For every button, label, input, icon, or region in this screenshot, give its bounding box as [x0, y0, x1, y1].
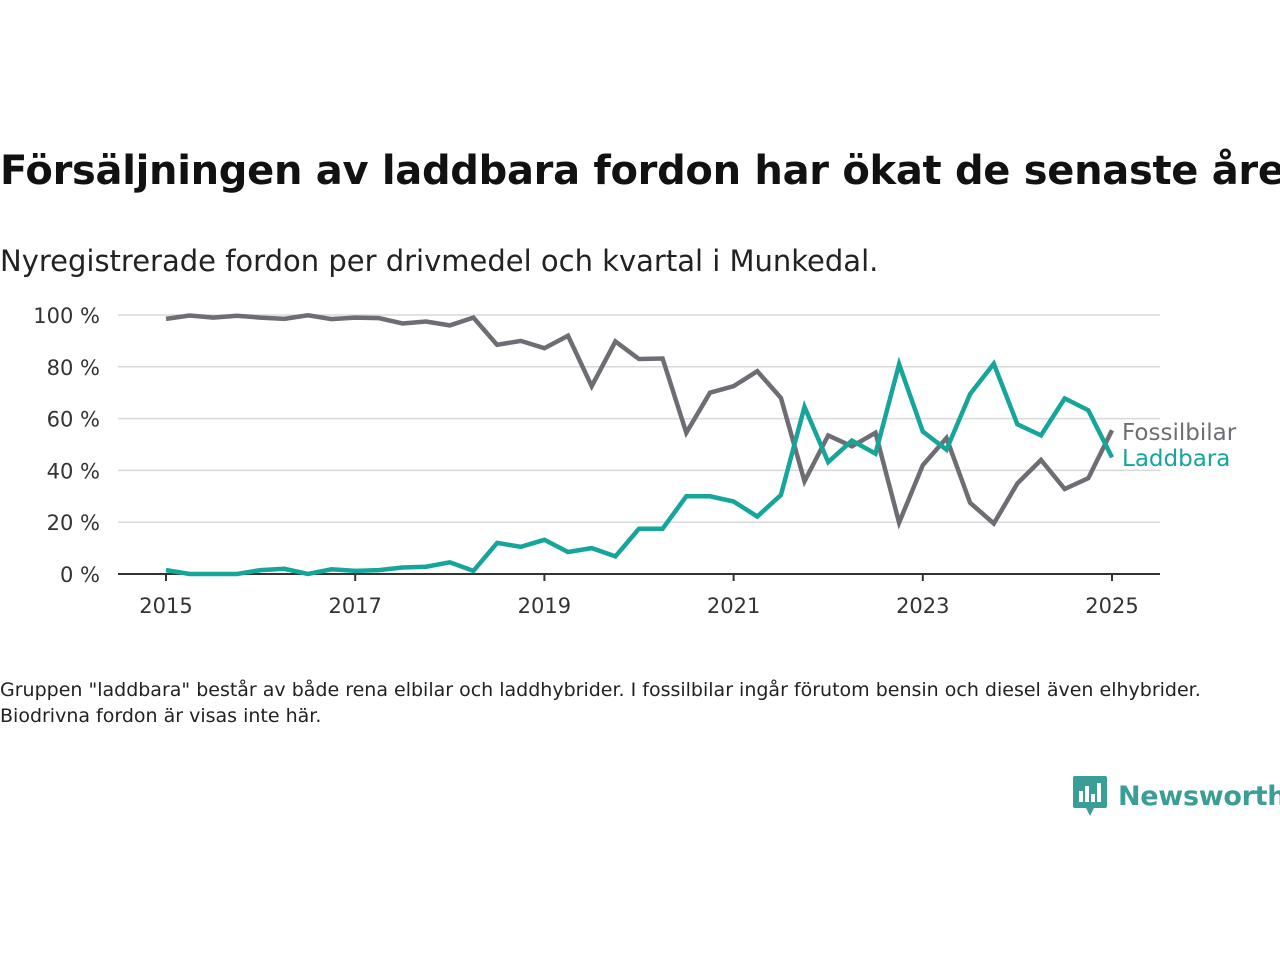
- legend-label-laddbara: Laddbara: [1122, 446, 1230, 472]
- legend-label-fossilbilar: Fossilbilar: [1122, 420, 1237, 446]
- x-tick-label: 2019: [518, 594, 571, 618]
- series-line-fossilbilar: [165, 313, 1115, 530]
- x-tick-label: 2015: [139, 594, 192, 618]
- x-tick-label: 2021: [707, 594, 760, 618]
- gridlines: [118, 314, 1160, 523]
- x-tick-label: 2023: [896, 594, 949, 618]
- y-tick-label: 0 %: [60, 563, 100, 587]
- x-axis-ticks: 2015 2017 2019 2021 2023 2025: [139, 574, 1139, 618]
- y-tick-label: 60 %: [47, 408, 100, 432]
- newsworthy-bar-chart-icon: [1073, 776, 1107, 816]
- line-chart: 0 % 20 % 40 % 60 % 80 % 100 % 2015 2017 2019 202…: [33, 304, 1237, 618]
- footnote: Gruppen "laddbara" består av både rena e…: [0, 679, 1201, 727]
- y-tick-label: 40 %: [47, 459, 100, 483]
- y-axis-ticks: 0 % 20 % 40 % 60 % 80 % 100 %: [33, 304, 100, 587]
- series-lines: [165, 313, 1115, 577]
- y-tick-label: 80 %: [47, 356, 100, 380]
- x-tick-label: 2017: [328, 594, 381, 618]
- x-tick-label: 2025: [1085, 594, 1138, 618]
- newsworthy-logo: Newsworthy: [1072, 774, 1280, 818]
- chart-title: Försäljningen av laddbara fordon har öka…: [0, 148, 1280, 194]
- chart-subtitle: Nyregistrerade fordon per drivmedel och …: [0, 244, 879, 278]
- y-tick-label: 20 %: [47, 511, 100, 535]
- series-line-laddbara: [165, 356, 1115, 577]
- y-tick-label: 100 %: [33, 304, 100, 328]
- logo-text: Newsworthy: [1118, 780, 1280, 812]
